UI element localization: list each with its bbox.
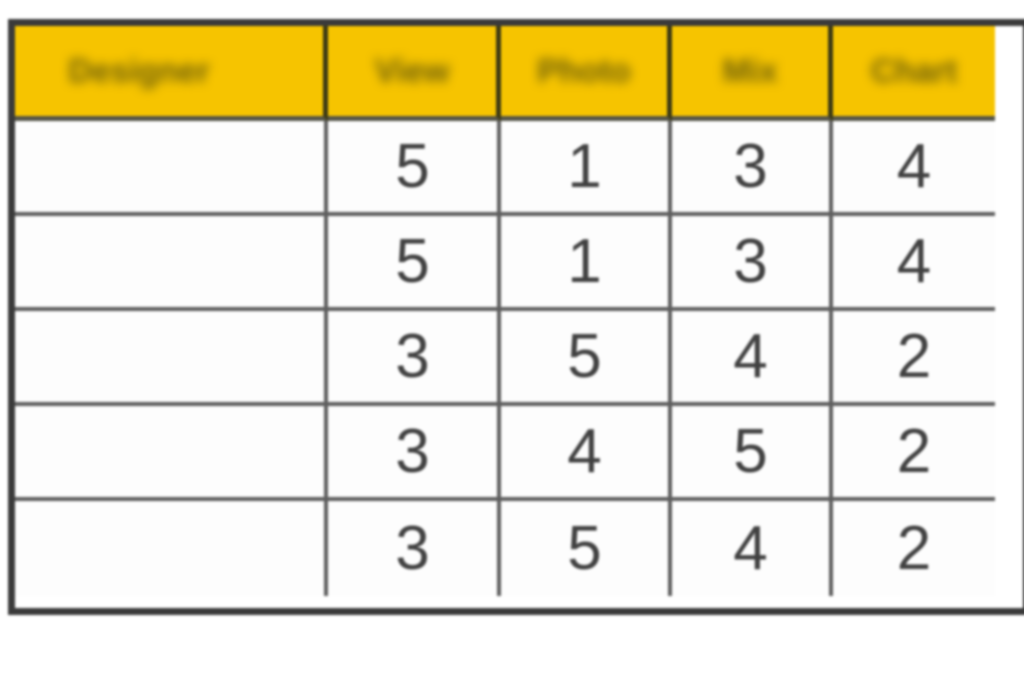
cell-value: 3: [733, 131, 768, 201]
cell-value: 3: [395, 513, 430, 583]
table-cell-r1c1: [15, 121, 328, 216]
cell-value: 5: [567, 321, 602, 391]
header-label: Chart: [870, 52, 958, 89]
header-label: Designer: [68, 52, 210, 89]
table-cell-r2c3: 1: [501, 216, 672, 311]
table-cell-r2c5: 4: [833, 216, 995, 311]
cell-value: 2: [896, 321, 932, 391]
header-label: Photo: [537, 52, 631, 89]
table-cell-r4c3: 4: [501, 406, 672, 501]
table-cell-r3c5: 2: [833, 311, 995, 406]
header-label: Mix: [722, 52, 778, 89]
table-cell-r5c3: 5: [501, 501, 672, 596]
table-cell-r1c4: 3: [672, 121, 833, 216]
cell-value: 4: [896, 131, 932, 201]
table-grid: Designer View Photo Mix Chart 5 1: [8, 19, 1024, 615]
cell-value: 1: [567, 226, 602, 296]
table-cell-r2c2: 5: [328, 216, 501, 311]
table-cell-r1c2: 5: [328, 121, 501, 216]
cell-value: 3: [733, 226, 768, 296]
table-cell-r5c1: [15, 501, 328, 596]
table-cell-r4c5: 2: [833, 406, 995, 501]
table-cell-r5c4: 4: [672, 501, 833, 596]
table-cell-r1c5: 4: [833, 121, 995, 216]
table-cell-r5c5: 2: [833, 501, 995, 596]
cell-value: 5: [395, 226, 430, 296]
table-cell-r1c3: 1: [501, 121, 672, 216]
table-cell-r5c2: 3: [328, 501, 501, 596]
cell-value: 3: [395, 416, 430, 486]
table-cell-r3c3: 5: [501, 311, 672, 406]
table-cell-r4c4: 5: [672, 406, 833, 501]
cell-value: 4: [733, 513, 768, 583]
header-cell-col2: View: [328, 26, 501, 121]
table-cell-r3c4: 4: [672, 311, 833, 406]
header-label: View: [374, 52, 450, 89]
cell-value: 3: [395, 321, 430, 391]
cell-value: 2: [896, 513, 932, 583]
cell-value: 5: [395, 131, 430, 201]
header-cell-col4: Mix: [672, 26, 833, 121]
cell-value: 4: [896, 226, 932, 296]
cell-value: 1: [567, 131, 602, 201]
table-cell-r2c4: 3: [672, 216, 833, 311]
table-cell-r4c2: 3: [328, 406, 501, 501]
cell-value: 4: [567, 416, 602, 486]
table-cell-r2c1: [15, 216, 328, 311]
table-cell-r3c1: [15, 311, 328, 406]
cell-value: 4: [733, 321, 768, 391]
table-cell-r4c1: [15, 406, 328, 501]
table-cell-r3c2: 3: [328, 311, 501, 406]
header-cell-col5: Chart: [833, 26, 995, 121]
cell-value: 5: [567, 513, 602, 583]
header-cell-col3: Photo: [501, 26, 672, 121]
cell-value: 2: [896, 416, 932, 486]
data-table: Designer View Photo Mix Chart 5 1: [8, 19, 1024, 615]
header-cell-col1: Designer: [15, 26, 328, 121]
cell-value: 5: [733, 416, 768, 486]
